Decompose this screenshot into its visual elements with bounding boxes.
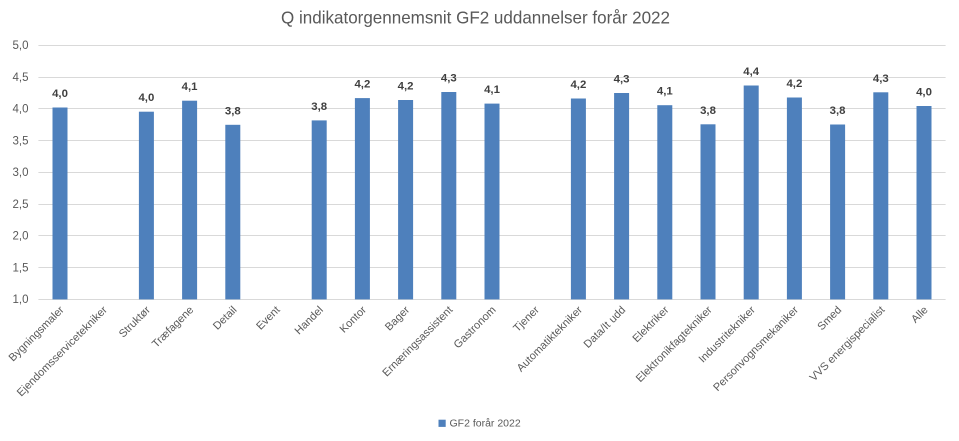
svg-text:4,0: 4,0 <box>13 104 29 116</box>
svg-text:4,2: 4,2 <box>570 79 586 91</box>
svg-text:2,5: 2,5 <box>13 199 29 211</box>
svg-text:4,2: 4,2 <box>786 78 802 90</box>
svg-text:3,8: 3,8 <box>225 105 241 117</box>
svg-text:GF2 forår 2022: GF2 forår 2022 <box>450 417 521 429</box>
svg-text:1,0: 1,0 <box>13 294 29 306</box>
svg-text:3,8: 3,8 <box>830 105 846 117</box>
svg-text:4,5: 4,5 <box>13 72 29 84</box>
svg-text:4,3: 4,3 <box>614 74 630 86</box>
svg-text:Q indikatorgennemsnit GF2 udda: Q indikatorgennemsnit GF2 uddannelser fo… <box>281 8 670 28</box>
svg-text:4,0: 4,0 <box>52 88 68 100</box>
svg-text:4,4: 4,4 <box>743 66 759 78</box>
svg-text:4,1: 4,1 <box>657 86 673 98</box>
svg-text:1,5: 1,5 <box>13 262 29 274</box>
svg-text:4,0: 4,0 <box>916 87 932 99</box>
svg-text:4,1: 4,1 <box>484 84 500 96</box>
svg-text:3,5: 3,5 <box>13 135 29 147</box>
svg-text:4,0: 4,0 <box>138 92 154 104</box>
svg-text:4,2: 4,2 <box>398 81 414 93</box>
svg-text:4,3: 4,3 <box>873 73 889 85</box>
svg-text:3,8: 3,8 <box>700 105 716 117</box>
svg-text:2,0: 2,0 <box>13 231 29 243</box>
svg-text:4,3: 4,3 <box>441 73 457 85</box>
svg-text:3,8: 3,8 <box>311 101 327 113</box>
svg-text:4,1: 4,1 <box>182 81 198 93</box>
svg-text:5,0: 5,0 <box>13 40 29 52</box>
svg-text:4,2: 4,2 <box>354 79 370 91</box>
svg-text:3,0: 3,0 <box>13 167 29 179</box>
